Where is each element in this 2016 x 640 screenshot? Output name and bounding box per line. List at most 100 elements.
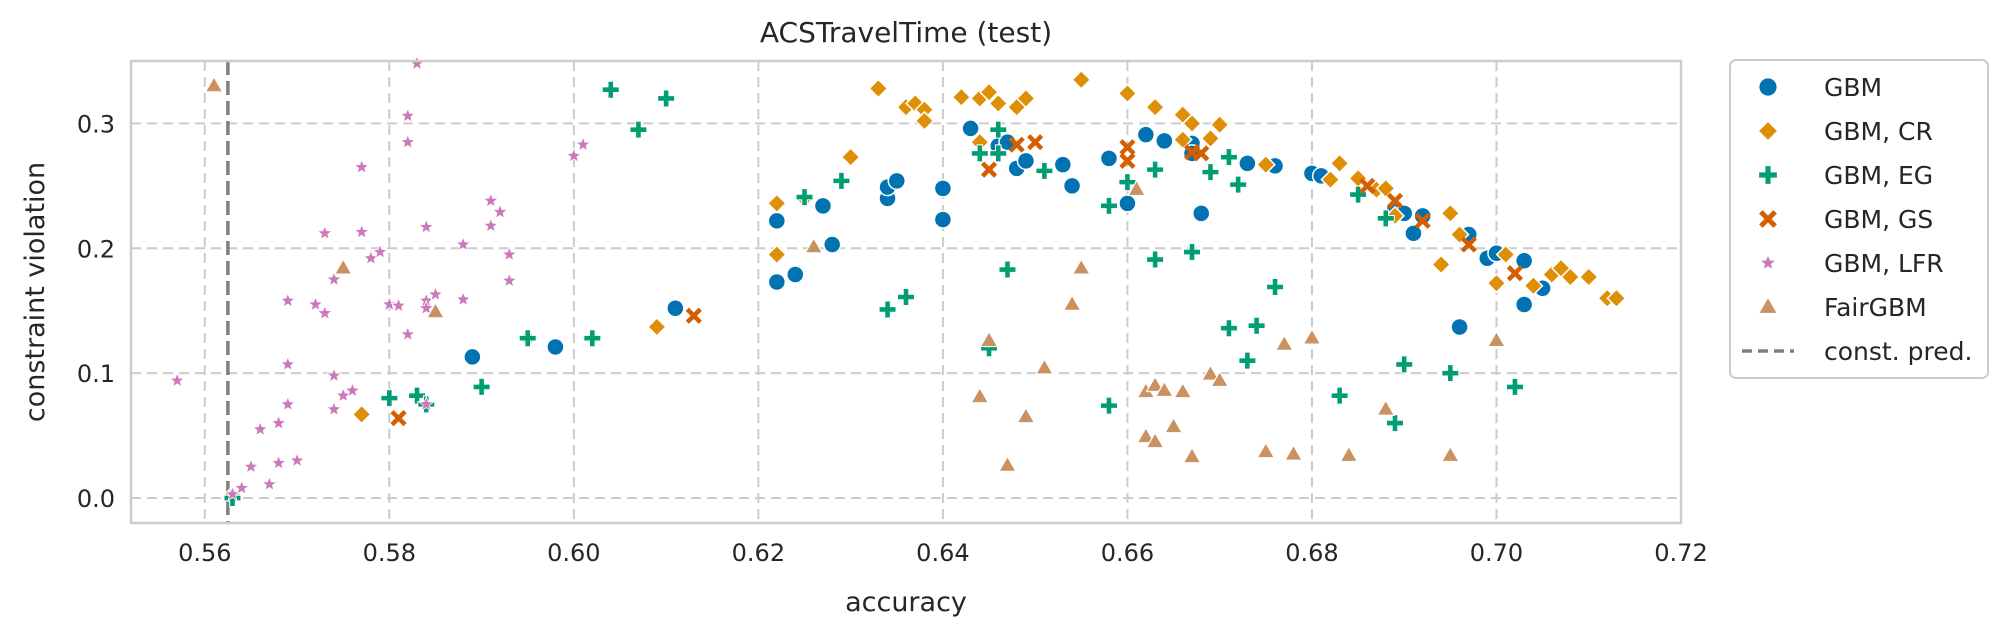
data-point: [316, 224, 333, 241]
data-point: [1404, 224, 1423, 243]
data-point: [970, 386, 990, 404]
data-point: [1099, 396, 1118, 415]
x-tick-label: 0.56: [178, 539, 231, 567]
data-point: [666, 298, 685, 318]
data-point: [685, 307, 702, 324]
data-point: [1119, 139, 1136, 156]
data-point: [270, 454, 287, 471]
data-point: [270, 414, 287, 431]
data-point: [418, 299, 435, 316]
data-point: [657, 89, 676, 108]
x-tick-label: 0.58: [363, 539, 416, 567]
legend-marker: [1759, 253, 1777, 271]
data-point: [1283, 444, 1304, 461]
data-point: [1460, 236, 1477, 253]
data-point: [1514, 251, 1534, 271]
data-point: [1514, 295, 1534, 314]
data-point: [501, 245, 518, 262]
data-point: [1274, 334, 1294, 351]
data-point: [1255, 154, 1276, 175]
data-point: [1034, 357, 1054, 375]
data-point: [1450, 317, 1469, 337]
data-point: [1062, 294, 1082, 311]
data-point: [399, 133, 416, 150]
data-point: [1256, 441, 1276, 459]
legend-box: [1729, 59, 1989, 379]
data-point: [1071, 69, 1092, 90]
data-point: [518, 329, 537, 348]
data-point: [1386, 192, 1404, 209]
data-point: [279, 395, 297, 412]
data-point: [204, 75, 224, 93]
data-point: [1238, 154, 1257, 173]
data-point: [1302, 327, 1322, 345]
legend-label: FairGBM: [1824, 293, 1927, 322]
data-point: [1027, 134, 1044, 151]
data-point: [1440, 445, 1460, 463]
data-point: [325, 400, 343, 417]
data-point: [279, 292, 297, 308]
data-point: [989, 144, 1008, 163]
data-point: [951, 87, 972, 108]
data-point: [583, 329, 602, 348]
x-axis-label: accuracy: [845, 587, 967, 618]
data-point: [381, 295, 398, 312]
data-point: [1035, 161, 1054, 180]
data-point: [307, 295, 324, 312]
data-point: [767, 272, 787, 292]
data-point: [472, 377, 491, 396]
data-point: [1229, 175, 1248, 194]
data-point: [970, 144, 989, 163]
data-point: [1163, 416, 1184, 434]
data-point: [840, 147, 861, 168]
data-point: [454, 290, 472, 307]
data-point: [279, 355, 297, 372]
data-point: [629, 120, 648, 139]
data-point: [1560, 266, 1581, 288]
data-point: [344, 382, 361, 398]
data-point: [371, 243, 389, 260]
legend-marker: [1757, 76, 1779, 98]
data-point: [333, 258, 353, 275]
data-point: [989, 120, 1008, 139]
data-point: [813, 196, 833, 216]
x-tick-label: 0.72: [1654, 539, 1707, 567]
data-point: [601, 80, 620, 99]
data-point: [1136, 426, 1156, 444]
data-point: [1173, 381, 1193, 399]
data-point: [316, 304, 333, 321]
y-tick-labels: 0.0 0.1 0.2 0.3: [77, 110, 115, 513]
data-point: [1376, 399, 1396, 416]
data-point: [1053, 155, 1073, 174]
data-point: [978, 82, 1000, 103]
data-point: [482, 217, 500, 233]
data-point: [1201, 163, 1220, 182]
data-point: [1505, 377, 1524, 396]
data-point: [491, 203, 509, 220]
data-point: [1016, 406, 1036, 424]
x-tick-label: 0.64: [916, 539, 969, 567]
x-tick-label: 0.62: [732, 539, 785, 567]
data-point: [390, 297, 407, 313]
data-point: [1182, 446, 1202, 464]
data-point: [454, 235, 472, 252]
data-point: [1172, 129, 1193, 150]
data-point: [868, 78, 889, 99]
data-point: [897, 287, 915, 306]
data-point: [914, 110, 935, 131]
data-point: [351, 404, 372, 425]
data-point: [1119, 152, 1136, 169]
data-point: [1200, 364, 1221, 381]
data-point: [501, 272, 518, 288]
data-point: [425, 301, 446, 319]
data-point: [766, 193, 787, 214]
data-point: [988, 93, 1009, 114]
data-point: [1320, 169, 1341, 190]
legend-marker: [1757, 120, 1779, 142]
data-point: [933, 210, 953, 229]
legend-marker: [1759, 210, 1777, 228]
data-point: [832, 171, 851, 190]
legend-label: const. pred.: [1824, 337, 1972, 366]
data-point: [427, 285, 444, 302]
